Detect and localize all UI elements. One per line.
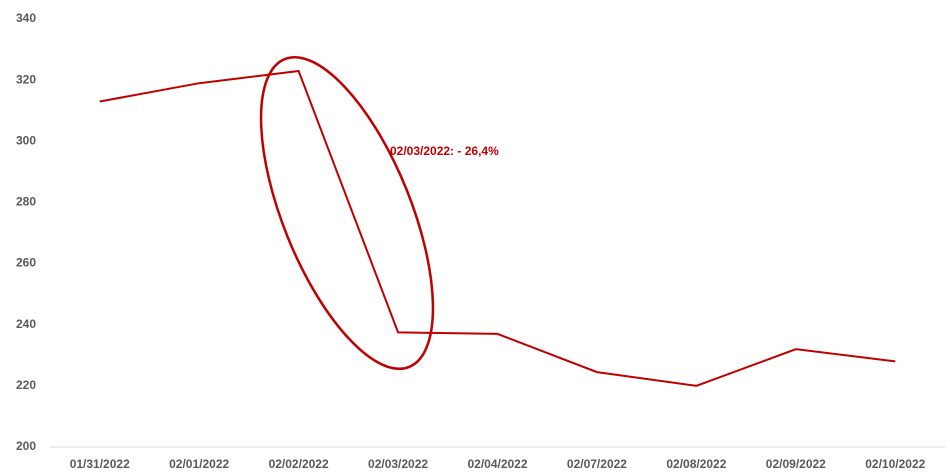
x-tick-label: 02/08/2022 xyxy=(666,457,726,471)
x-tick-label: 01/31/2022 xyxy=(70,457,130,471)
y-tick-label: 340 xyxy=(16,11,36,25)
x-tick-label: 02/01/2022 xyxy=(169,457,229,471)
x-tick-label: 02/07/2022 xyxy=(567,457,627,471)
x-tick-label: 02/02/2022 xyxy=(269,457,329,471)
x-tick-label: 02/04/2022 xyxy=(467,457,527,471)
y-tick-label: 220 xyxy=(16,378,36,392)
line xyxy=(99,69,896,387)
y-tick-label: 240 xyxy=(16,317,36,331)
x-tick-label: 02/09/2022 xyxy=(766,457,826,471)
x-tick-label: 02/03/2022 xyxy=(368,457,428,471)
annotation: 02/03/2022: - 26,4% xyxy=(390,144,499,158)
y-tick-label: 200 xyxy=(16,439,36,453)
y-tick-label: 300 xyxy=(16,133,36,147)
highlight-ellipse xyxy=(259,55,435,371)
y-tick-label: 280 xyxy=(16,195,36,209)
x-tick-label: 02/10/2022 xyxy=(865,457,925,471)
y-tick-label: 260 xyxy=(16,256,36,270)
y-tick-label: 320 xyxy=(16,72,36,86)
